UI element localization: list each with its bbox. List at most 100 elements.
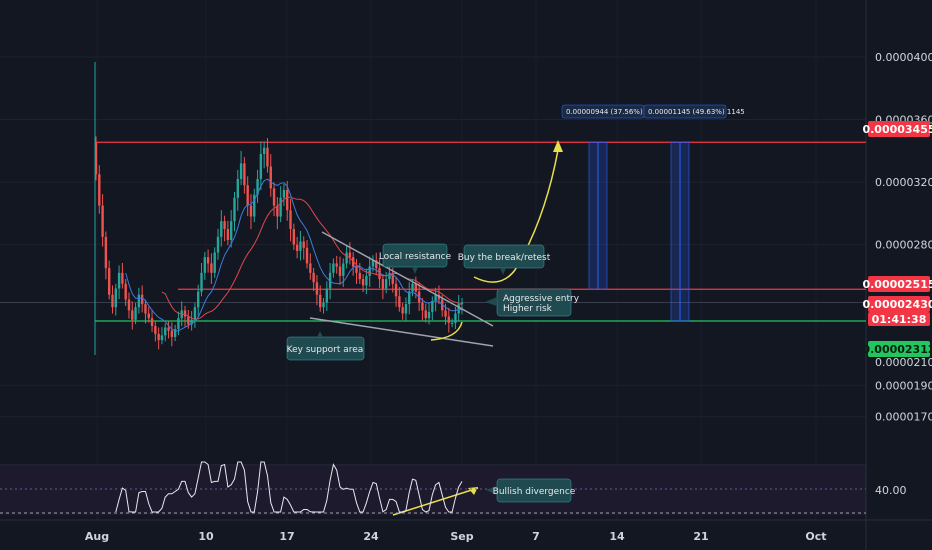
x-tick-label: Aug (85, 530, 109, 543)
candle-body (450, 322, 454, 324)
candle-body (183, 310, 187, 317)
rsi-panel-background (0, 466, 866, 515)
candle-body (282, 189, 286, 198)
candle-body (160, 335, 164, 341)
candle-body (144, 304, 147, 314)
candle-body (127, 299, 131, 311)
projection-arrow-head (553, 140, 563, 152)
annotation-aggressive-entry[interactable]: Aggressive entry Higher risk (485, 288, 580, 317)
price-tag-0.00003455 (868, 121, 930, 137)
candle-body (147, 313, 150, 319)
support-trendline[interactable] (309, 317, 494, 347)
candle-body (243, 163, 246, 186)
candle-body (210, 263, 213, 273)
candle-body (177, 318, 180, 330)
candle-body (253, 194, 256, 217)
aggressive-entry-pointer (485, 297, 497, 306)
candle-body (98, 174, 101, 206)
candle-body (368, 266, 371, 276)
candle-body (431, 300, 434, 312)
candle-body (200, 272, 203, 292)
candle-body (355, 266, 358, 273)
divergence-line (392, 487, 479, 516)
candle-body (173, 329, 177, 337)
candle-body (332, 263, 335, 273)
measure-label-box (643, 104, 727, 119)
time-axis[interactable]: Aug 10 17 24 Sep 7 14 21 Oct (85, 530, 827, 543)
annotation-bullish-divergence[interactable]: Bullish divergence (486, 478, 576, 503)
candle-body (335, 263, 338, 267)
candle-body (361, 279, 365, 286)
candle-body (322, 302, 325, 308)
candle-body (444, 310, 447, 317)
candle-body (137, 294, 141, 308)
candle-body (150, 318, 154, 327)
candle-body (325, 288, 329, 303)
candle-body (295, 244, 299, 251)
candle-body (233, 197, 236, 222)
candle-body (213, 252, 216, 273)
candle-body (117, 272, 121, 289)
candle-body (381, 279, 385, 289)
aggressive-entry-label: Aggressive entry (503, 294, 580, 304)
candle-body (460, 302, 464, 305)
x-tick-label: Sep (450, 530, 473, 543)
candle-body (371, 260, 375, 267)
candle-body (408, 291, 411, 305)
x-tick-label: 7 (532, 530, 540, 543)
candle-body (292, 229, 296, 245)
candle-body (315, 282, 319, 295)
candle-body (427, 311, 431, 319)
candle-body (170, 330, 174, 337)
level-tags[interactable]: 0.00003455 0.00002515 0.00002312 0.00002… (862, 121, 932, 497)
candle-body (167, 327, 170, 331)
candle-body (414, 283, 418, 292)
candle-body (302, 241, 305, 248)
resistance-trendline[interactable] (321, 231, 494, 327)
annotation-buy-break[interactable]: Buy the break/retest (458, 244, 551, 275)
candle-body (259, 153, 263, 179)
price-tag-0.00002430-label: 0.00002430 (862, 298, 932, 311)
price-tag-0.00002515 (868, 276, 930, 292)
candle-body (114, 288, 117, 308)
annotation-key-support[interactable]: Key support area (286, 331, 365, 361)
candle-body (220, 221, 223, 237)
x-tick-label: 21 (693, 530, 708, 543)
candle-body (236, 178, 239, 198)
local-resistance-pointer (412, 267, 418, 274)
key-support-box (286, 336, 365, 361)
key-support-pointer (317, 331, 323, 337)
current-price-tag[interactable]: 0.00002430 01:41:38 (862, 296, 932, 326)
candle-body (348, 252, 352, 258)
candle-body (434, 294, 437, 301)
candle-body (404, 304, 408, 314)
candle-body (358, 272, 361, 280)
candle-body (262, 147, 266, 154)
candle-body (249, 205, 253, 217)
candle-body (401, 307, 404, 314)
candle-body (269, 166, 272, 189)
candle-body (342, 263, 345, 276)
candle-body (286, 189, 289, 211)
rsi-line (115, 461, 463, 513)
candle-body (305, 247, 309, 264)
candle-body (421, 302, 424, 311)
candle-body (140, 294, 144, 305)
candle-body (134, 307, 137, 320)
candle-body (266, 147, 269, 167)
candle-body (124, 283, 127, 300)
x-tick-label: 10 (198, 530, 214, 543)
candle-body (338, 266, 342, 276)
grid-lines (0, 56, 866, 418)
annotation-local-resistance[interactable]: Local resistance (379, 243, 452, 274)
candle-body (457, 304, 460, 314)
candle-body (101, 205, 104, 237)
candle-body (193, 307, 197, 320)
